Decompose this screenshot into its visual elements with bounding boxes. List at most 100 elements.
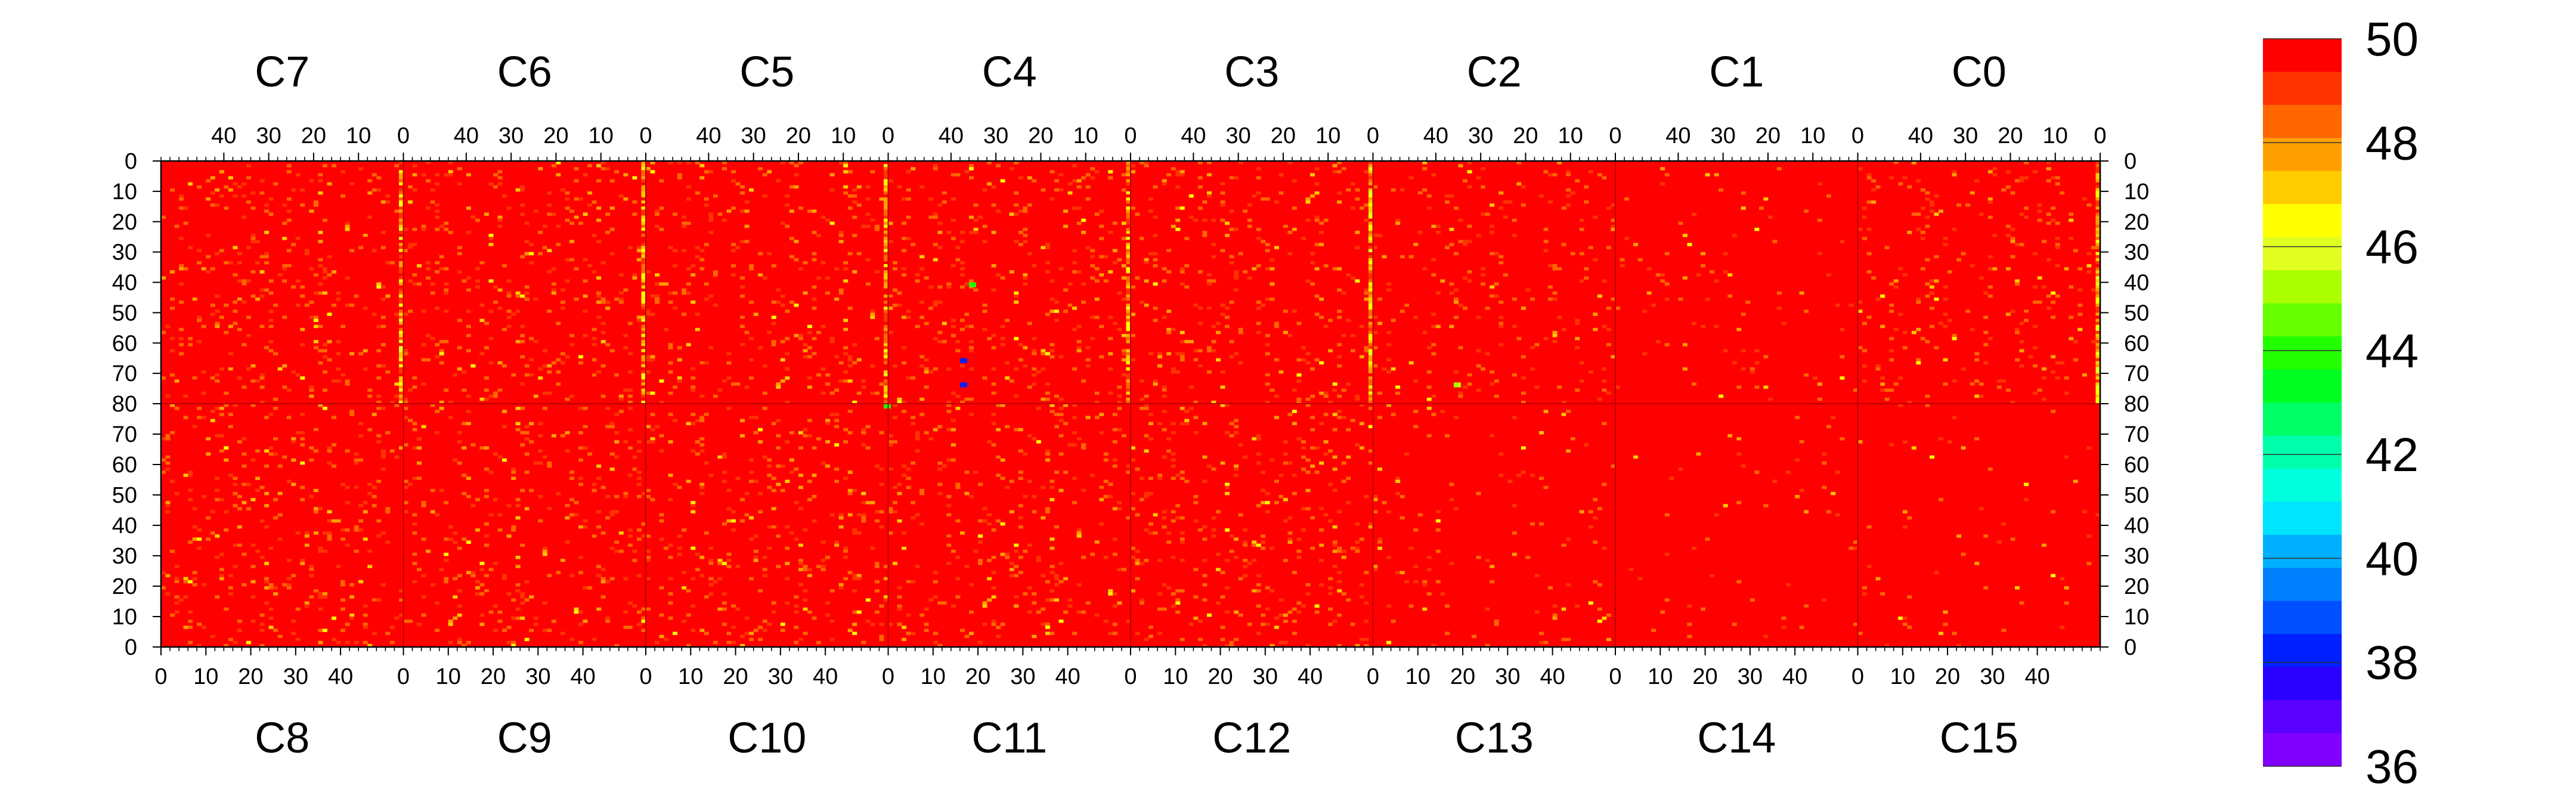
heatmap-cell xyxy=(942,200,947,204)
heatmap-cell xyxy=(668,391,673,395)
heatmap-cell xyxy=(210,304,215,307)
heatmap-cell xyxy=(2095,206,2101,210)
heatmap-cell xyxy=(812,617,817,620)
heatmap-cell xyxy=(1076,340,1082,343)
heatmap-cell xyxy=(2077,312,2083,316)
heatmap-cell xyxy=(946,495,952,499)
heatmap-cell xyxy=(1206,194,1212,198)
heatmap-cell xyxy=(969,324,974,329)
heatmap-cell xyxy=(215,534,220,538)
heatmap-cell xyxy=(1543,337,1549,340)
heatmap-cell xyxy=(192,379,197,383)
heatmap-cell xyxy=(1126,379,1131,383)
heatmap-cell xyxy=(1467,373,1472,377)
heatmap-cell xyxy=(959,258,965,262)
heatmap-cell xyxy=(1561,327,1566,332)
heatmap-cell xyxy=(946,458,952,462)
heatmap-cell xyxy=(1337,394,1342,398)
heatmap-cell xyxy=(785,337,790,340)
heatmap-cell xyxy=(533,623,538,626)
heatmap-cell xyxy=(1005,552,1010,556)
heatmap-cell xyxy=(493,498,498,501)
heatmap-cell xyxy=(1148,209,1154,213)
heatmap-cell xyxy=(502,410,507,413)
heatmap-cell xyxy=(865,185,871,189)
heatmap-cell xyxy=(596,276,602,280)
heatmap-cell xyxy=(592,373,597,377)
heatmap-cell xyxy=(174,333,179,338)
heatmap-cell xyxy=(1840,327,1845,332)
heatmap-cell xyxy=(614,495,620,499)
heatmap-cell xyxy=(389,449,395,453)
heatmap-cell xyxy=(408,388,413,392)
heatmap-cell xyxy=(641,246,646,249)
heatmap-cell xyxy=(435,270,440,274)
heatmap-cell xyxy=(1368,400,1373,404)
heatmap-cell xyxy=(847,252,853,256)
heatmap-cell xyxy=(897,397,902,401)
heatmap-cell xyxy=(1750,367,1755,371)
heatmap-cell xyxy=(1840,349,1845,352)
heatmap-cell xyxy=(924,431,929,435)
heatmap-cell xyxy=(928,197,934,201)
heatmap-cell xyxy=(1373,364,1378,368)
heatmap-cell xyxy=(1023,273,1028,277)
heatmap-cell xyxy=(2095,297,2101,301)
heatmap-cell xyxy=(179,237,184,240)
heatmap-cell xyxy=(300,634,305,639)
heatmap-cell xyxy=(398,200,404,204)
heatmap-cell xyxy=(2095,255,2101,259)
heatmap-cell xyxy=(946,367,952,371)
heatmap-cell xyxy=(1126,191,1131,195)
heatmap-cell xyxy=(933,586,938,590)
heatmap-cell xyxy=(691,370,696,374)
heatmap-cell xyxy=(1041,352,1046,355)
heatmap-cell xyxy=(699,628,705,632)
heatmap-cell xyxy=(1552,288,1558,292)
heatmap-cell xyxy=(2019,318,2024,323)
heatmap-cell xyxy=(636,440,642,444)
heatmap-cell xyxy=(1476,176,1481,179)
heatmap-cell xyxy=(641,237,646,240)
heatmap-cell xyxy=(726,361,732,365)
heatmap-cell xyxy=(937,467,943,471)
heatmap-cell xyxy=(412,173,417,177)
heatmap-cell xyxy=(1391,367,1396,371)
heatmap-cell xyxy=(309,385,314,389)
heatmap-cell xyxy=(403,312,408,316)
heatmap-cell xyxy=(551,282,556,286)
heatmap-cell xyxy=(435,203,440,207)
heatmap-cell xyxy=(776,482,781,487)
heatmap-cell xyxy=(349,583,355,587)
heatmap-cell xyxy=(1467,161,1472,165)
heatmap-cell xyxy=(847,364,853,368)
heatmap-cell xyxy=(1328,318,1333,323)
heatmap-cell xyxy=(1530,297,1535,301)
heatmap-cell xyxy=(1440,279,1445,283)
heatmap-cell xyxy=(511,640,516,645)
heatmap-cell xyxy=(1552,330,1558,335)
heatmap-cell xyxy=(632,455,637,459)
heatmap-cell xyxy=(524,431,530,435)
heatmap-cell xyxy=(1539,194,1544,198)
heatmap-cell xyxy=(286,267,292,271)
heatmap-cell xyxy=(933,631,938,635)
heatmap-cell xyxy=(2001,379,2007,383)
heatmap-cell xyxy=(902,531,907,535)
heatmap-cell xyxy=(762,574,767,578)
heatmap-cell xyxy=(385,431,391,435)
heatmap-cell xyxy=(1902,346,1908,349)
heatmap-cell xyxy=(215,373,220,377)
heatmap-cell xyxy=(856,358,862,362)
heatmap-cell xyxy=(865,258,871,262)
heatmap-cell xyxy=(1911,161,1916,165)
heatmap-cell xyxy=(933,304,938,307)
heatmap-cell xyxy=(1498,255,1504,259)
heatmap-cell xyxy=(398,176,404,179)
heatmap-cell xyxy=(1952,382,1957,386)
heatmap-cell xyxy=(641,361,646,365)
heatmap-cell xyxy=(1660,273,1665,277)
heatmap-cell xyxy=(332,617,336,620)
heatmap-cell xyxy=(421,227,426,231)
heatmap-cell xyxy=(542,391,547,395)
